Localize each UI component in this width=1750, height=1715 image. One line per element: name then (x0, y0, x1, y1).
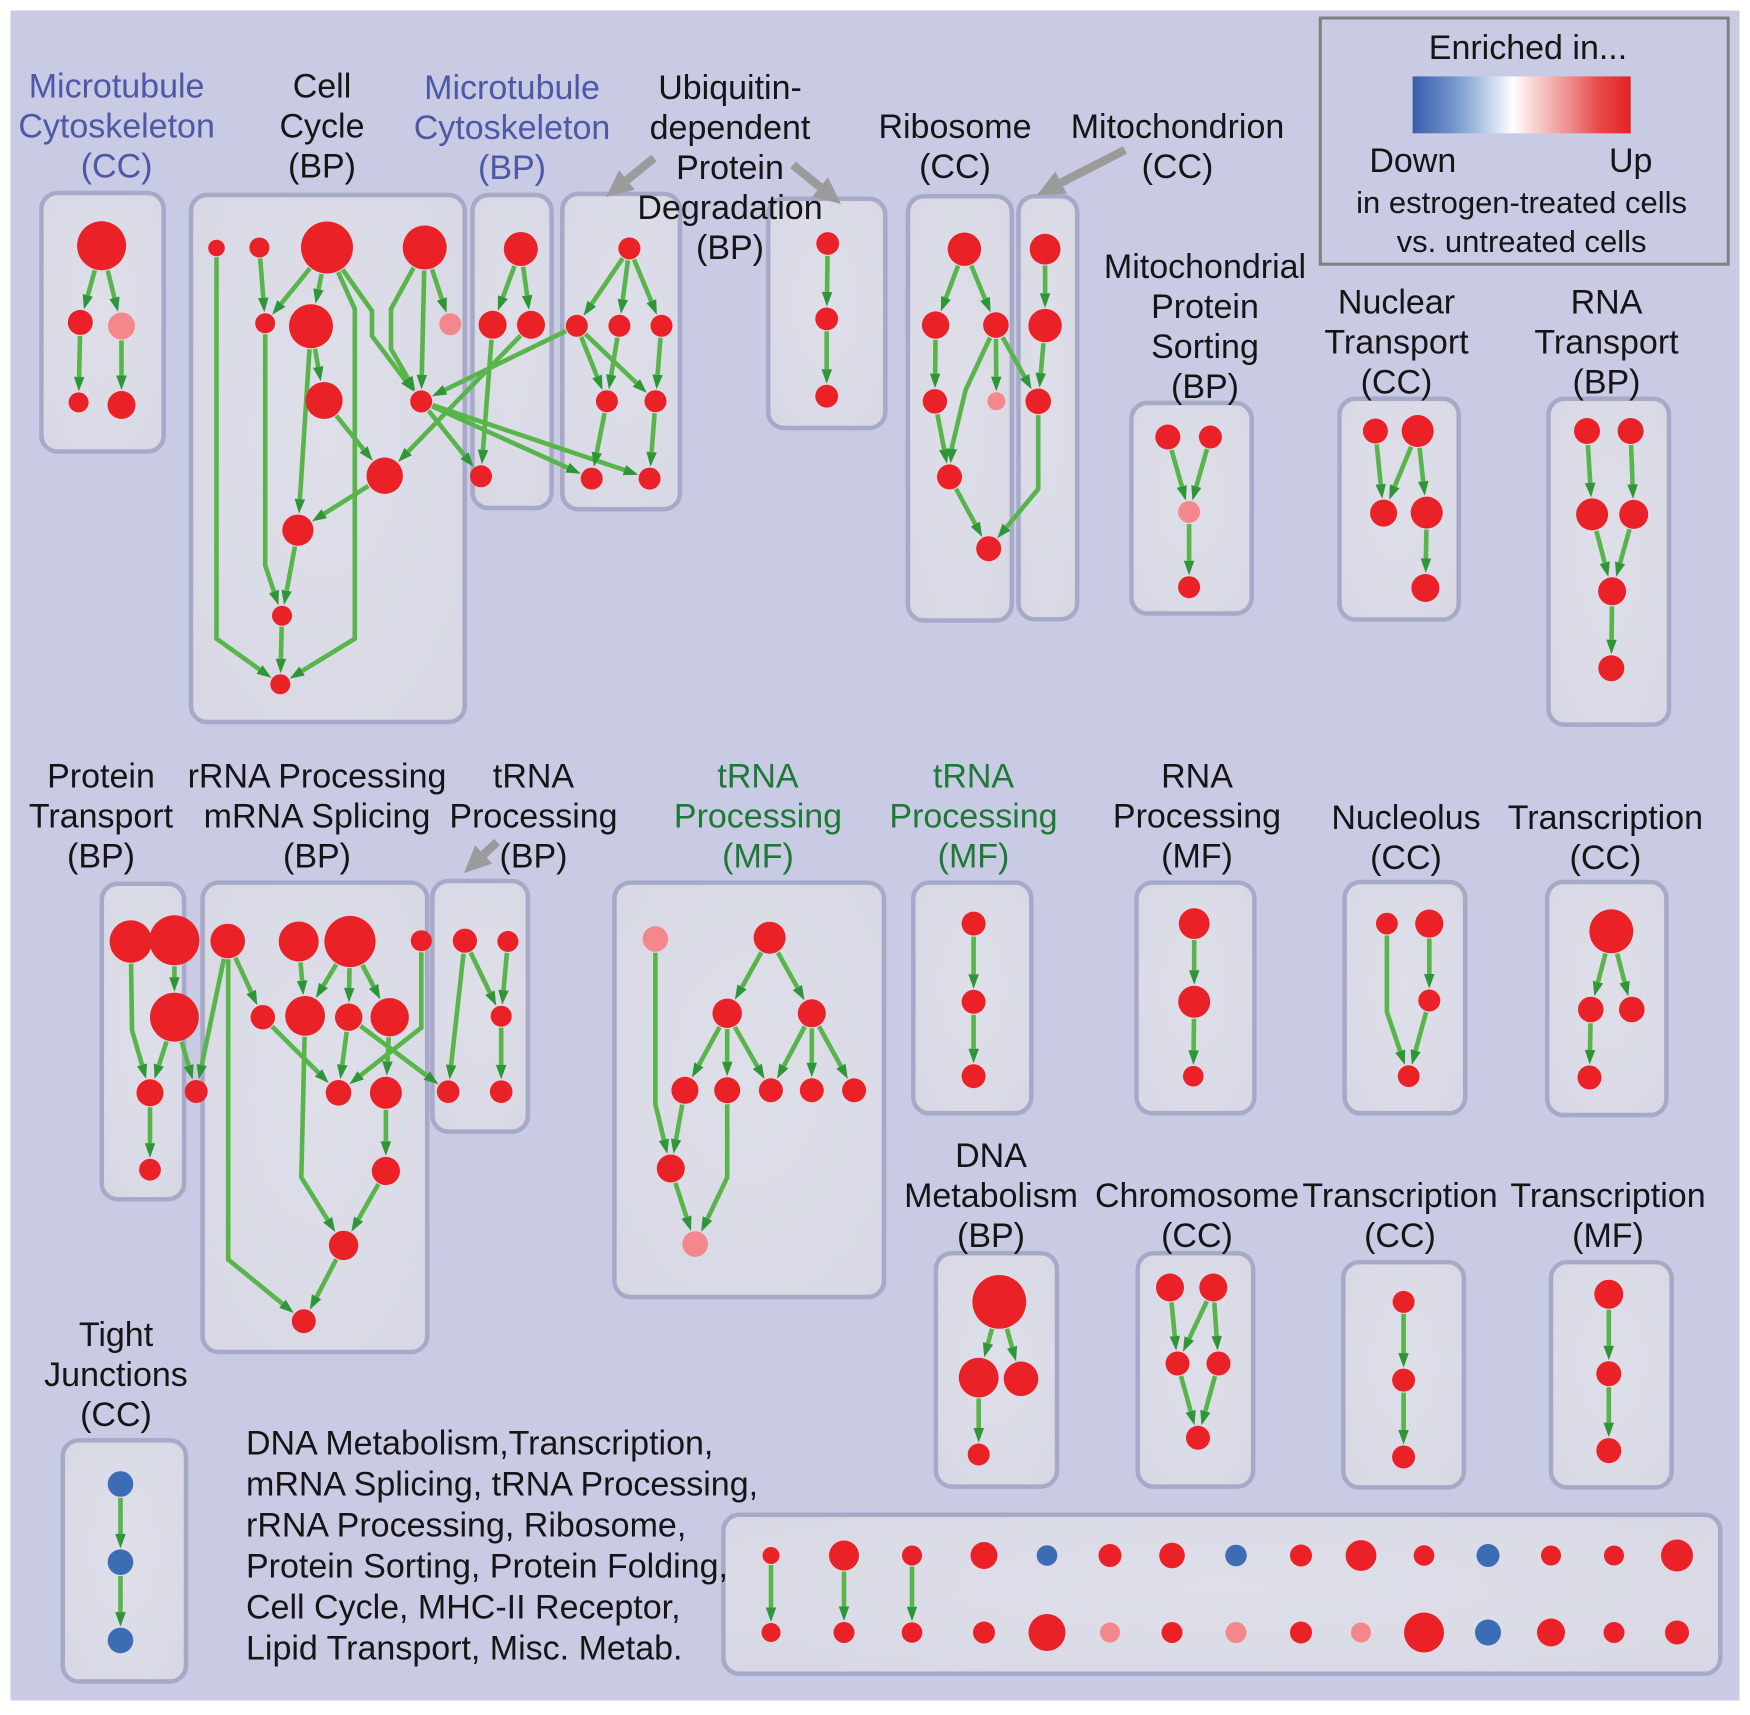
svg-text:(BP): (BP) (1171, 368, 1239, 406)
svg-text:(CC): (CC) (81, 147, 153, 185)
svg-text:Junctions: Junctions (44, 1356, 188, 1394)
svg-text:tRNA: tRNA (933, 758, 1015, 796)
svg-text:mRNA Splicing, tRNA Processing: mRNA Splicing, tRNA Processing, (246, 1466, 758, 1504)
svg-text:Transcription: Transcription (1508, 799, 1703, 837)
svg-text:Transcription: Transcription (1302, 1177, 1497, 1215)
svg-text:(BP): (BP) (288, 147, 356, 185)
svg-text:in estrogen-treated cells: in estrogen-treated cells (1356, 185, 1687, 220)
svg-text:Tight: Tight (79, 1316, 154, 1354)
svg-text:Protein: Protein (676, 149, 784, 187)
svg-text:(CC): (CC) (1161, 1217, 1233, 1255)
svg-text:Enriched in...: Enriched in... (1429, 29, 1627, 67)
svg-text:Down: Down (1369, 142, 1456, 180)
svg-text:Transcription: Transcription (1510, 1177, 1705, 1215)
svg-text:RNA: RNA (1161, 758, 1233, 796)
svg-text:(BP): (BP) (1573, 364, 1641, 402)
svg-text:Up: Up (1609, 142, 1652, 180)
svg-text:(BP): (BP) (957, 1217, 1025, 1255)
svg-text:Transport: Transport (29, 798, 174, 836)
svg-text:(CC): (CC) (1364, 1217, 1436, 1255)
svg-text:Transport: Transport (1324, 324, 1469, 362)
svg-text:(CC): (CC) (1370, 839, 1442, 877)
svg-text:Cell Cycle, MHC-II Receptor,: Cell Cycle, MHC-II Receptor, (246, 1589, 681, 1627)
svg-text:Microtubule: Microtubule (29, 67, 205, 105)
svg-text:rRNA Processing, Ribosome,: rRNA Processing, Ribosome, (246, 1507, 686, 1545)
svg-text:Protein: Protein (1151, 288, 1259, 326)
svg-text:mRNA Splicing: mRNA Splicing (204, 798, 431, 836)
svg-text:DNA Metabolism,Transcription,: DNA Metabolism,Transcription, (246, 1425, 713, 1463)
svg-text:(BP): (BP) (67, 838, 135, 876)
svg-text:vs. untreated cells: vs. untreated cells (1397, 224, 1647, 259)
svg-text:(MF): (MF) (1572, 1217, 1644, 1255)
svg-text:DNA: DNA (955, 1137, 1027, 1175)
svg-text:Microtubule: Microtubule (424, 69, 600, 107)
svg-text:(CC): (CC) (1361, 364, 1433, 402)
svg-text:Chromosome: Chromosome (1095, 1177, 1299, 1215)
svg-text:Degradation: Degradation (637, 189, 822, 227)
svg-text:(BP): (BP) (500, 838, 568, 876)
svg-text:Cycle: Cycle (279, 107, 364, 145)
svg-text:Processing: Processing (889, 798, 1057, 836)
svg-text:Lipid Transport, Misc. Metab.: Lipid Transport, Misc. Metab. (246, 1630, 683, 1668)
svg-text:(CC): (CC) (80, 1396, 152, 1434)
svg-text:(CC): (CC) (919, 148, 991, 186)
svg-text:Nucleolus: Nucleolus (1331, 799, 1480, 837)
svg-text:(CC): (CC) (1570, 839, 1642, 877)
svg-text:Metabolism: Metabolism (904, 1177, 1078, 1215)
svg-text:rRNA Processing: rRNA Processing (188, 758, 447, 796)
svg-text:(MF): (MF) (1161, 838, 1233, 876)
svg-text:Cytoskeleton: Cytoskeleton (18, 107, 215, 145)
svg-text:Processing: Processing (449, 798, 617, 836)
svg-text:tRNA: tRNA (493, 758, 575, 796)
svg-text:Transport: Transport (1534, 324, 1679, 362)
svg-text:Ribosome: Ribosome (878, 108, 1031, 146)
svg-text:Sorting: Sorting (1151, 328, 1259, 366)
svg-text:Protein Sorting, Protein Foldi: Protein Sorting, Protein Folding, (246, 1548, 728, 1586)
svg-text:Cell: Cell (293, 67, 352, 105)
svg-text:dependent: dependent (650, 109, 811, 147)
svg-text:Nuclear: Nuclear (1338, 284, 1455, 322)
svg-text:Processing: Processing (674, 798, 842, 836)
svg-text:tRNA: tRNA (717, 758, 799, 796)
svg-text:Cytoskeleton: Cytoskeleton (414, 109, 611, 147)
svg-text:Processing: Processing (1113, 798, 1281, 836)
svg-text:Mitochondrial: Mitochondrial (1104, 248, 1306, 286)
svg-text:(BP): (BP) (696, 229, 764, 267)
svg-text:Ubiquitin-: Ubiquitin- (658, 69, 802, 107)
svg-text:RNA: RNA (1571, 284, 1643, 322)
svg-text:(CC): (CC) (1142, 148, 1214, 186)
svg-text:(BP): (BP) (283, 838, 351, 876)
svg-text:Mitochondrion: Mitochondrion (1071, 108, 1285, 146)
svg-text:(MF): (MF) (938, 838, 1010, 876)
svg-text:Protein: Protein (47, 758, 155, 796)
svg-text:(MF): (MF) (722, 838, 794, 876)
svg-text:(BP): (BP) (478, 149, 546, 187)
